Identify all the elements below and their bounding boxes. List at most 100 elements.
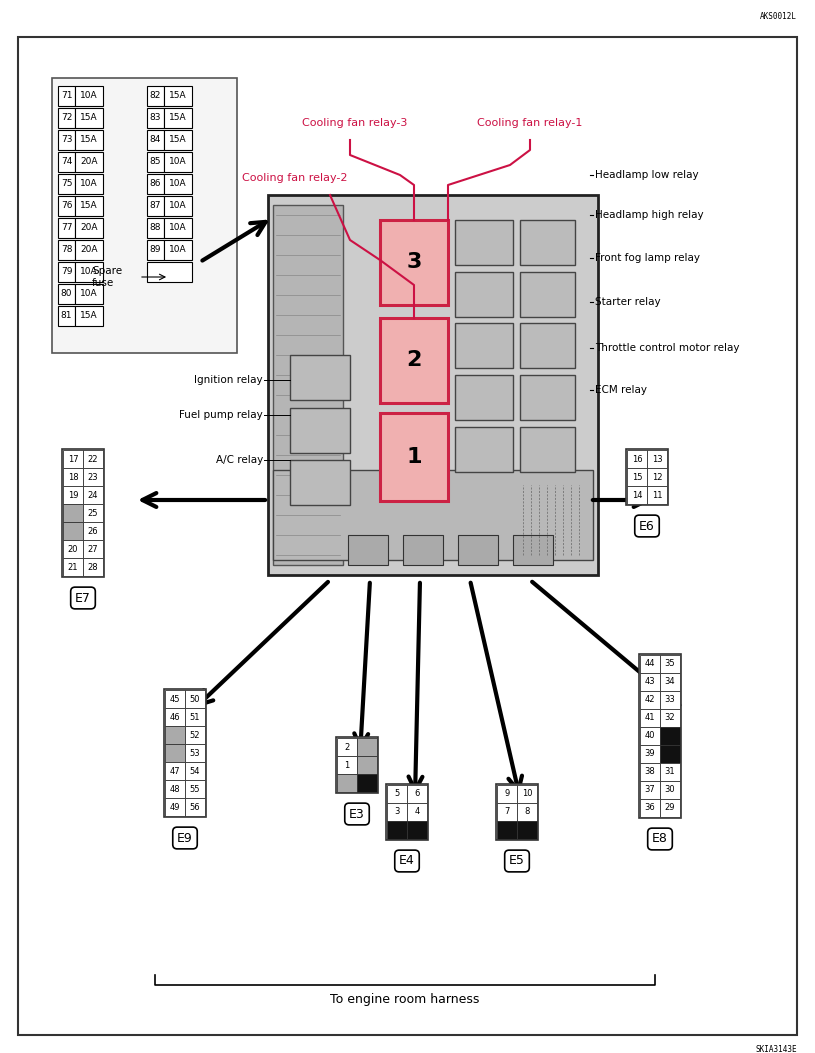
Text: 52: 52 [190,731,200,739]
Bar [58,152,75,172]
Bar [185,690,205,708]
Bar [165,708,185,726]
Text: 11: 11 [652,491,663,499]
Bar [63,540,83,558]
Bar [640,709,660,727]
Text: 28: 28 [88,562,99,572]
Text: 13: 13 [652,455,663,463]
Text: 2: 2 [407,351,421,371]
Bar [640,799,660,817]
Text: 38: 38 [645,768,655,776]
Text: 45: 45 [170,695,180,703]
Text: 51: 51 [190,713,200,721]
Bar [185,744,205,762]
Text: 20A: 20A [80,245,98,255]
Bar [63,504,83,522]
Text: 27: 27 [88,544,99,554]
Text: 73: 73 [61,136,73,144]
Bar [83,486,103,504]
Bar [640,691,660,709]
Text: AKS0012L: AKS0012L [760,12,797,21]
Bar [58,262,75,282]
Text: 21: 21 [68,562,78,572]
Text: 46: 46 [170,713,180,721]
Bar [164,108,192,128]
Bar [268,195,598,575]
Text: 6: 6 [414,790,420,798]
Bar [58,306,75,326]
Bar [63,522,83,540]
Bar [380,318,448,403]
Bar [380,413,448,501]
Bar [639,654,681,818]
Bar [83,540,103,558]
Bar [83,468,103,486]
Text: 20A: 20A [80,223,98,233]
Bar [83,450,103,468]
Text: 34: 34 [665,677,676,687]
Text: Ignition relay: Ignition relay [194,375,263,385]
Bar [647,450,667,468]
Bar [147,196,164,216]
Bar [58,130,75,150]
Bar [75,86,103,106]
Text: 47: 47 [170,767,180,775]
Text: Headlamp high relay: Headlamp high relay [595,210,703,220]
Bar [63,468,83,486]
Text: 83: 83 [150,114,161,122]
Bar [58,218,75,238]
Bar [164,240,192,260]
Bar [75,218,103,238]
Bar [75,174,103,194]
Text: 15A: 15A [80,136,98,144]
Bar [147,240,164,260]
Bar [164,130,192,150]
Bar [75,284,103,304]
Text: 12: 12 [652,473,663,481]
Bar [455,323,513,367]
Text: 10A: 10A [80,290,98,298]
Text: 43: 43 [645,677,655,687]
Bar [387,821,407,839]
Bar [660,799,680,817]
Text: 29: 29 [665,803,676,813]
Bar [626,449,668,505]
Text: 79: 79 [61,267,73,277]
Text: E7: E7 [75,592,91,604]
Text: E8: E8 [652,833,668,846]
Text: 10A: 10A [170,201,187,211]
Text: 74: 74 [61,158,73,166]
Text: 2: 2 [345,742,350,752]
Text: 9: 9 [504,790,509,798]
Text: 71: 71 [61,92,73,100]
Text: 4: 4 [414,808,420,816]
Bar [147,130,164,150]
Bar [58,240,75,260]
Bar [497,821,517,839]
Bar [660,673,680,691]
Text: 84: 84 [150,136,161,144]
Bar [660,709,680,727]
Text: E6: E6 [639,519,655,533]
Bar [185,798,205,816]
Bar [357,756,377,774]
Bar [640,781,660,799]
Text: 19: 19 [68,491,78,499]
Bar [165,744,185,762]
Bar [83,504,103,522]
Bar [290,460,350,505]
Text: To engine room harness: To engine room harness [330,993,480,1007]
Text: 7: 7 [504,808,509,816]
Bar [520,323,575,367]
Bar [386,784,428,840]
Bar [517,803,537,821]
Text: 81: 81 [61,312,73,320]
Text: Headlamp low relay: Headlamp low relay [595,170,698,180]
Bar [58,196,75,216]
Bar [165,762,185,780]
Bar [627,486,647,504]
Text: E3: E3 [349,808,365,820]
Text: 20: 20 [68,544,78,554]
Text: 37: 37 [645,786,655,795]
Text: 86: 86 [150,179,161,188]
